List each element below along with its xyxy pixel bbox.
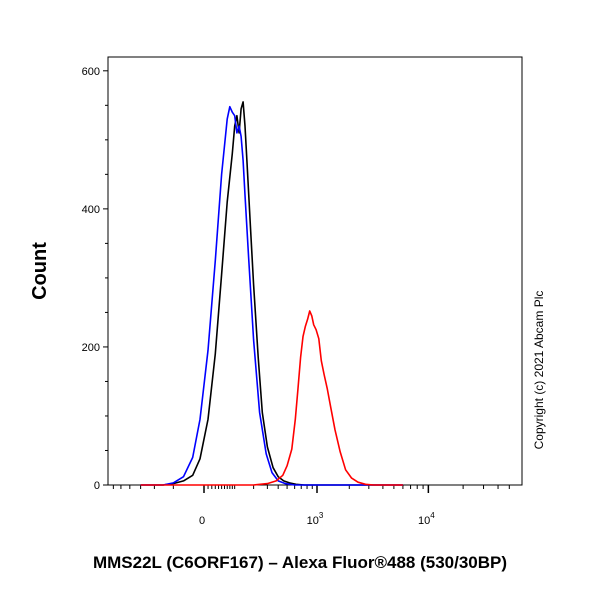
histogram-series-3 [140,310,403,486]
histogram-series-1 [140,101,403,486]
x-tick-label: 104 [418,511,435,527]
y-tick-label: 0 [94,480,100,492]
y-axis-ticks: 0 200 400 600 [82,66,108,492]
y-tick-label: 200 [82,342,100,354]
x-axis-ticks: 0 103 104 [112,485,510,527]
y-tick-label: 600 [82,66,100,78]
y-axis-title: Count [29,242,51,300]
series-layer [140,101,403,486]
plot-frame [107,56,523,486]
x-axis-title: MMS22L (C6ORF167) – Alexa Fluor®488 (530… [93,553,507,572]
x-tick-label: 0 [199,515,205,527]
copyright-notice: Copyright (c) 2021 Abcam Plc [532,291,546,450]
histogram-series-2 [140,105,403,486]
y-tick-label: 400 [82,204,100,216]
x-tick-label: 103 [307,511,324,527]
